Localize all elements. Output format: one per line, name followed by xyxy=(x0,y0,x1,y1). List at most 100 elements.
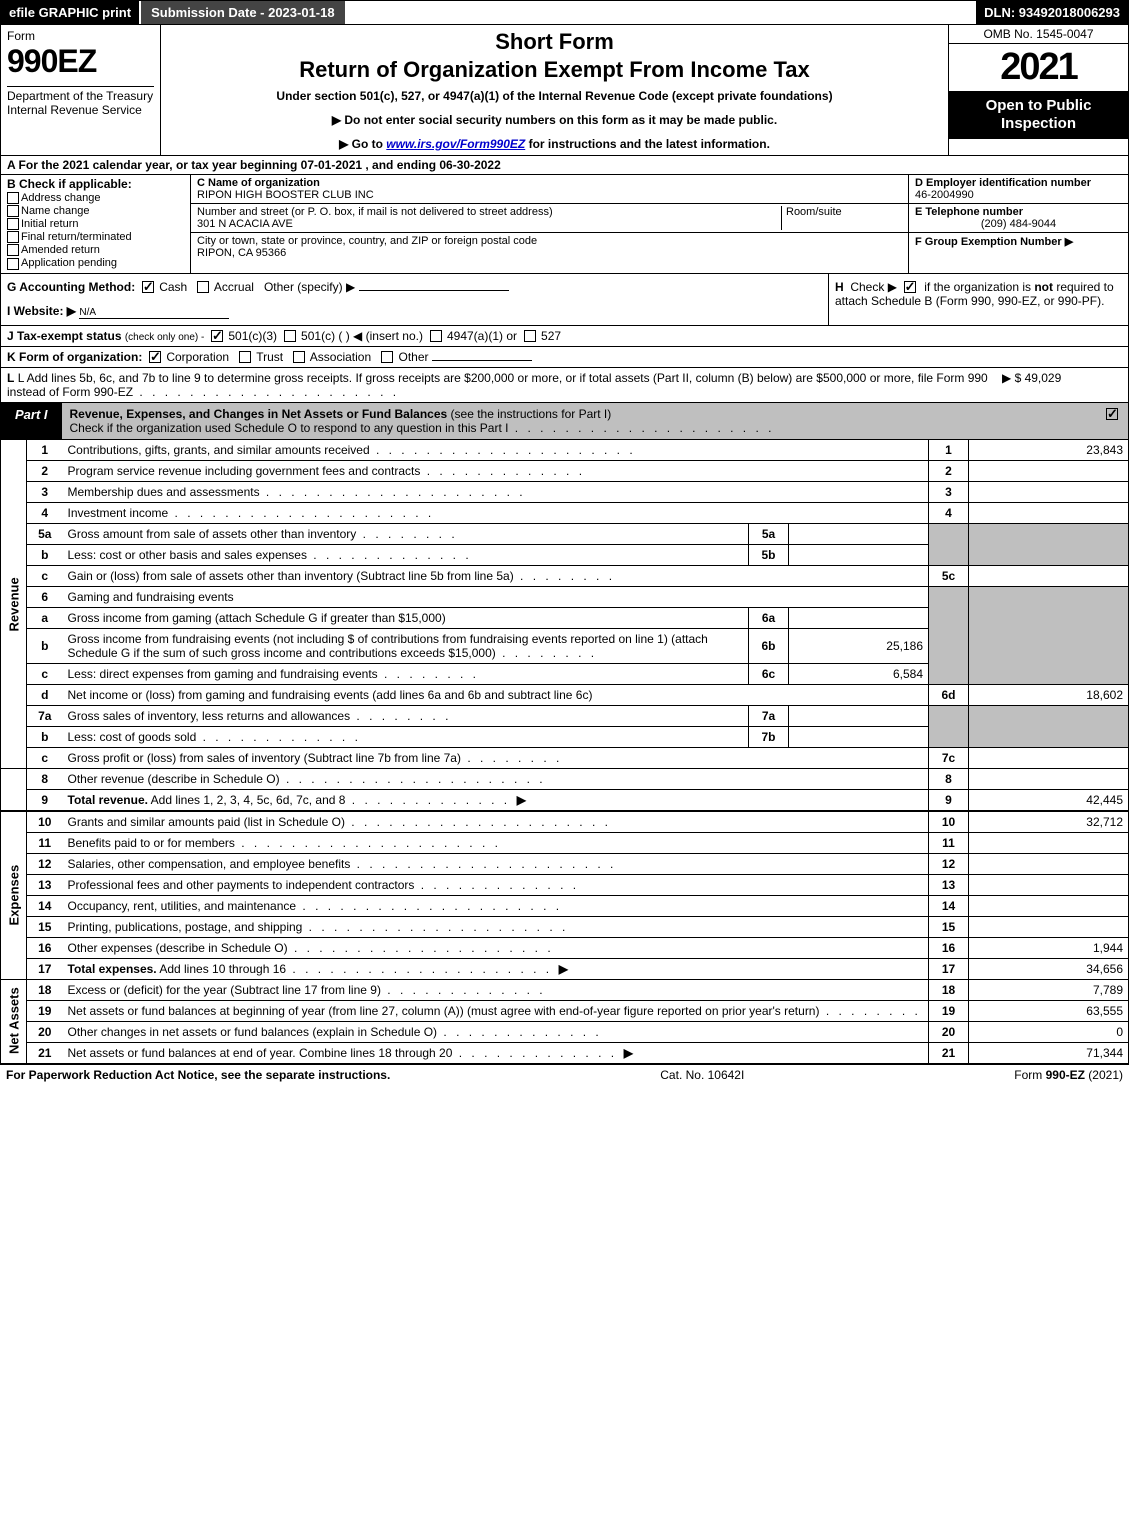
check-application-pending[interactable]: Application pending xyxy=(7,257,184,269)
col-number: 17 xyxy=(929,958,969,979)
line-number: 15 xyxy=(27,916,63,937)
sub-value xyxy=(789,523,929,544)
check-schedule-b-icon[interactable] xyxy=(904,281,916,293)
check-initial-return[interactable]: Initial return xyxy=(7,218,184,230)
line-number: c xyxy=(27,747,63,768)
col-number: 13 xyxy=(929,874,969,895)
value-cell: 1,944 xyxy=(969,937,1129,958)
line-number: 12 xyxy=(27,853,63,874)
row-15: 15 Printing, publications, postage, and … xyxy=(1,916,1129,937)
group-exemption-label: F Group Exemption Number ▶ xyxy=(915,236,1073,248)
check-corporation-icon[interactable] xyxy=(149,351,161,363)
col-number: 9 xyxy=(929,789,969,811)
part-i-check-line: Check if the organization used Schedule … xyxy=(70,421,509,435)
line-desc: Other expenses (describe in Schedule O) xyxy=(68,941,288,955)
check-address-change[interactable]: Address change xyxy=(7,192,184,204)
checkbox-icon xyxy=(7,231,19,243)
section-gh: G Accounting Method: Cash Accrual Other … xyxy=(0,274,1129,326)
col-number: 19 xyxy=(929,1000,969,1021)
check-name-change[interactable]: Name change xyxy=(7,205,184,217)
check-label: Initial return xyxy=(21,218,78,230)
section-bcdef: B Check if applicable: Address change Na… xyxy=(0,175,1129,274)
submission-date-badge: Submission Date - 2023-01-18 xyxy=(139,1,345,24)
col-number: 12 xyxy=(929,853,969,874)
part-i-tab: Part I xyxy=(1,403,62,439)
sub-number: 7b xyxy=(749,726,789,747)
g-cash: Cash xyxy=(159,280,187,294)
line-number: 9 xyxy=(27,789,63,811)
g-accounting-method: G Accounting Method: Cash Accrual Other … xyxy=(1,274,828,325)
col-number: 4 xyxy=(929,502,969,523)
line-desc: Excess or (deficit) for the year (Subtra… xyxy=(68,983,381,997)
col-number: 1 xyxy=(929,440,969,461)
checkbox-icon xyxy=(7,205,19,217)
grey-cell xyxy=(929,705,969,747)
value-cell: 23,843 xyxy=(969,440,1129,461)
dots-icon xyxy=(345,793,510,807)
part-i-title: Revenue, Expenses, and Changes in Net As… xyxy=(62,403,1098,439)
line-number: 19 xyxy=(27,1000,63,1021)
column-b-checkboxes: B Check if applicable: Address change Na… xyxy=(1,175,191,273)
check-final-return[interactable]: Final return/terminated xyxy=(7,231,184,243)
col-number: 21 xyxy=(929,1042,969,1063)
row-4: 4 Investment income 4 xyxy=(1,502,1129,523)
expenses-vlabel: Expenses xyxy=(1,811,27,980)
line-number: 8 xyxy=(27,768,63,789)
line-desc: Gaming and fundraising events xyxy=(68,590,234,604)
tel-label: E Telephone number xyxy=(915,206,1023,218)
efile-badge[interactable]: efile GRAPHIC print xyxy=(1,1,139,24)
check-501c3-icon[interactable] xyxy=(211,330,223,342)
value-cell: 0 xyxy=(969,1021,1129,1042)
check-cash-icon[interactable] xyxy=(142,281,154,293)
line-desc: Total revenue. xyxy=(68,793,148,807)
row-7c: c Gross profit or (loss) from sales of i… xyxy=(1,747,1129,768)
value-cell: 34,656 xyxy=(969,958,1129,979)
line-desc: Other changes in net assets or fund bala… xyxy=(68,1025,438,1039)
value-cell xyxy=(969,768,1129,789)
check-accrual-icon[interactable] xyxy=(197,281,209,293)
row-10: Expenses 10 Grants and similar amounts p… xyxy=(1,811,1129,833)
check-501c-icon[interactable] xyxy=(284,330,296,342)
check-527-icon[interactable] xyxy=(524,330,536,342)
value-cell: 32,712 xyxy=(969,811,1129,833)
line-number: c xyxy=(27,565,63,586)
row-19: 19 Net assets or fund balances at beginn… xyxy=(1,1000,1129,1021)
value-cell xyxy=(969,916,1129,937)
check-4947-icon[interactable] xyxy=(430,330,442,342)
dots-icon xyxy=(381,983,546,997)
dots-icon xyxy=(286,962,552,976)
check-schedule-o-icon[interactable] xyxy=(1106,408,1118,420)
page-footer: For Paperwork Reduction Act Notice, see … xyxy=(0,1064,1129,1085)
netassets-vlabel: Net Assets xyxy=(1,979,27,1063)
check-label: Application pending xyxy=(21,257,117,269)
check-other-icon[interactable] xyxy=(381,351,393,363)
row-12: 12 Salaries, other compensation, and emp… xyxy=(1,853,1129,874)
k-other-line xyxy=(432,360,532,361)
row-14: 14 Occupancy, rent, utilities, and maint… xyxy=(1,895,1129,916)
value-cell xyxy=(969,565,1129,586)
line-desc: Net income or (loss) from gaming and fun… xyxy=(68,688,593,702)
check-association-icon[interactable] xyxy=(293,351,305,363)
col-number: 3 xyxy=(929,481,969,502)
check-trust-icon[interactable] xyxy=(239,351,251,363)
line-number: 13 xyxy=(27,874,63,895)
line-desc: Less: direct expenses from gaming and fu… xyxy=(68,667,378,681)
sub-number: 6a xyxy=(749,607,789,628)
header-center: Short Form Return of Organization Exempt… xyxy=(161,25,948,155)
k-assoc: Association xyxy=(310,350,371,364)
line-desc: Gross sales of inventory, less returns a… xyxy=(68,709,351,723)
line-desc: Gross income from gaming (attach Schedul… xyxy=(68,611,446,625)
irs-link[interactable]: www.irs.gov/Form990EZ xyxy=(386,137,525,151)
row-13: 13 Professional fees and other payments … xyxy=(1,874,1129,895)
line-a: A For the 2021 calendar year, or tax yea… xyxy=(0,156,1129,175)
col-number: 11 xyxy=(929,832,969,853)
check-amended-return[interactable]: Amended return xyxy=(7,244,184,256)
short-form-title: Short Form xyxy=(169,29,940,55)
dots-icon xyxy=(508,421,774,435)
dots-icon xyxy=(307,548,472,562)
line-l: L L Add lines 5b, 6c, and 7b to line 9 t… xyxy=(0,368,1129,403)
dots-icon xyxy=(437,1025,602,1039)
instr-pre: ▶ Go to xyxy=(339,137,386,151)
col-number: 20 xyxy=(929,1021,969,1042)
website-value: N/A xyxy=(79,304,229,319)
